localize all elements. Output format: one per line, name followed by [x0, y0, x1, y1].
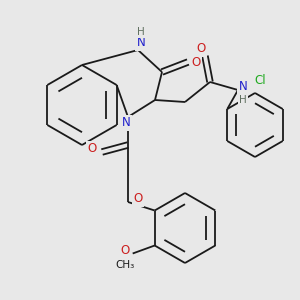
Text: O: O — [196, 43, 206, 56]
Text: O: O — [120, 244, 129, 257]
Text: O: O — [191, 56, 201, 68]
Text: N: N — [122, 116, 130, 130]
Text: H: H — [137, 27, 145, 37]
Text: N: N — [136, 37, 146, 50]
Text: H: H — [239, 95, 247, 105]
Text: CH₃: CH₃ — [115, 260, 134, 269]
Text: O: O — [87, 142, 97, 155]
Text: O: O — [134, 193, 142, 206]
Text: N: N — [238, 80, 247, 94]
Text: Cl: Cl — [254, 74, 266, 88]
